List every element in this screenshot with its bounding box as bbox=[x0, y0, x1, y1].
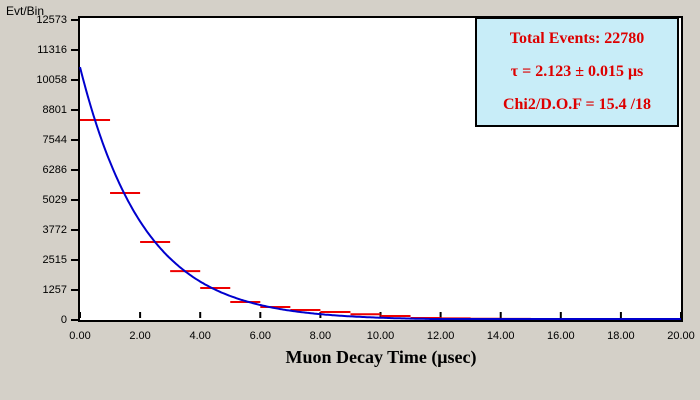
y-tick-label: 0 bbox=[60, 314, 67, 326]
x-axis-title: Muon Decay Time (μsec) bbox=[285, 347, 477, 367]
y-tick-label: 5029 bbox=[42, 194, 67, 206]
y-tick-label: 10058 bbox=[36, 74, 67, 86]
y-tick-label: 8801 bbox=[42, 104, 67, 116]
x-tick-label: 12.00 bbox=[426, 330, 455, 342]
legend-tau-value: τ = 2.123 ± 0.015 μs bbox=[510, 62, 644, 80]
x-tick-label: 20.00 bbox=[667, 330, 695, 342]
legend-chi2-value: Chi2/D.O.F = 15.4 /18 bbox=[502, 95, 652, 113]
x-tick-label: 16.00 bbox=[547, 330, 575, 342]
fit-results-legend: Total Events: 22780 τ = 2.123 ± 0.015 μs… bbox=[475, 17, 679, 127]
y-tick-label: 3772 bbox=[42, 224, 67, 236]
y-tick-label: 2515 bbox=[42, 254, 67, 266]
legend-total-events: Total Events: 22780 bbox=[509, 30, 645, 48]
y-axis-title: Evt/Bin bbox=[6, 4, 45, 18]
y-tick-label: 6286 bbox=[42, 164, 67, 176]
y-tick-label: 12573 bbox=[36, 14, 67, 26]
x-tick-label: 4.00 bbox=[189, 330, 211, 342]
x-tick-label: 2.00 bbox=[129, 330, 151, 342]
x-tick-label: 8.00 bbox=[309, 330, 332, 342]
x-tick-label: 0.00 bbox=[69, 330, 91, 342]
x-tick-label: 18.00 bbox=[607, 330, 635, 342]
y-tick-label: 7544 bbox=[42, 134, 67, 146]
x-tick-label: 14.00 bbox=[486, 330, 515, 342]
x-tick-label: 6.00 bbox=[249, 330, 271, 342]
x-tick-label: 10.00 bbox=[366, 330, 395, 342]
y-tick-label: 1257 bbox=[42, 284, 67, 296]
y-tick-label: 11316 bbox=[37, 44, 67, 56]
